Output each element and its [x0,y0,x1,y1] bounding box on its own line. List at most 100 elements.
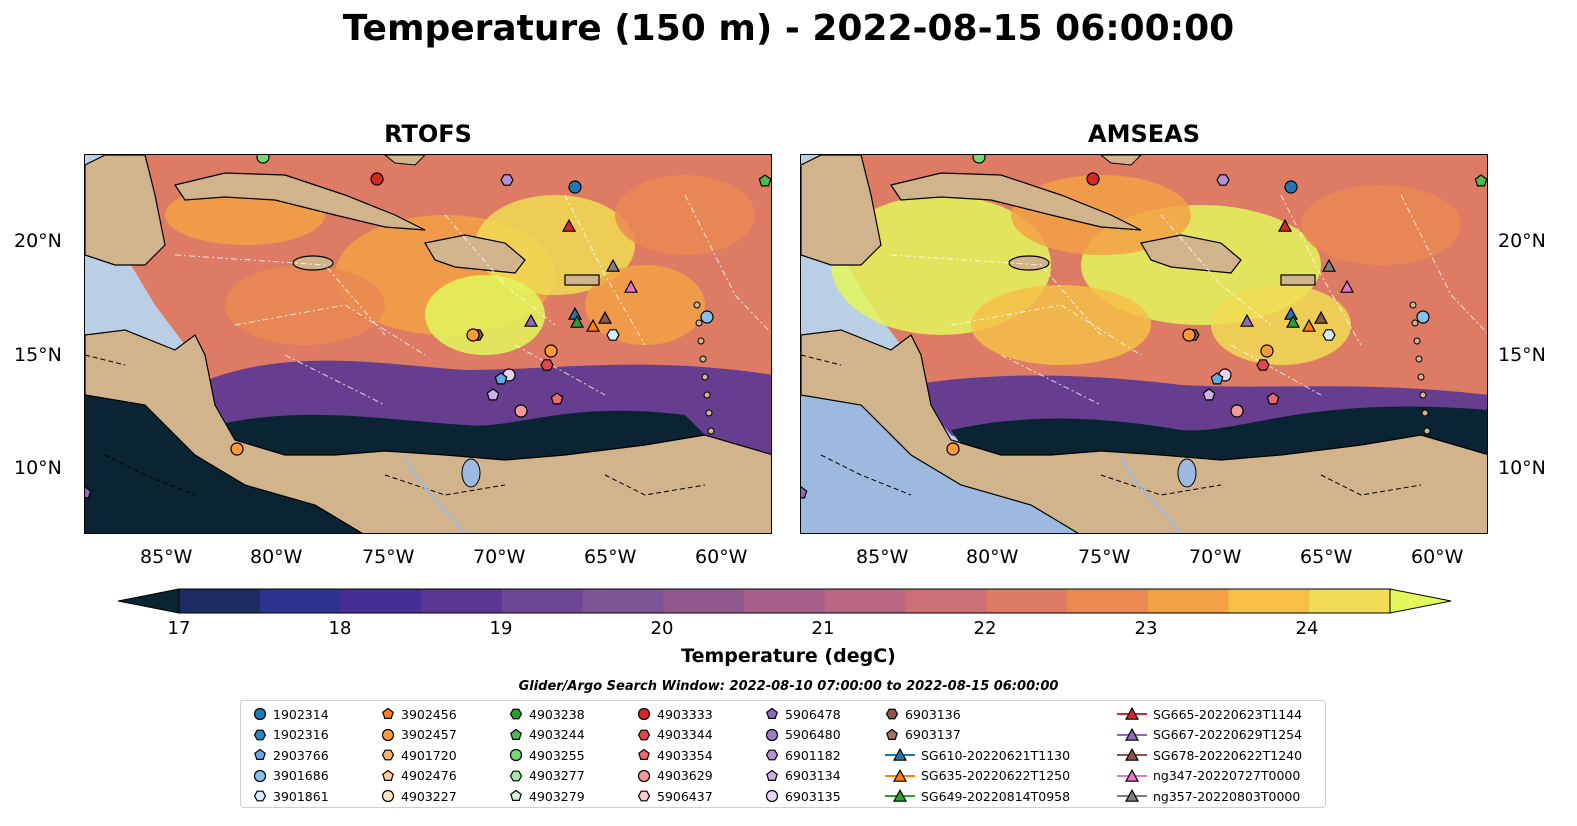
float-marker-icon [85,486,92,499]
map-panel-rtofs[interactable] [84,154,772,534]
river [404,454,465,533]
lesser-antilles-island [1415,355,1423,363]
legend-marker-icon [765,790,779,803]
legend-marker-icon [381,728,395,741]
legend-item: ng347-20220727T0000 [1117,766,1300,786]
lat-label-left-20: 20°N [14,230,62,252]
legend-triangle-icon [1124,706,1140,720]
legend-marker-icon [253,769,267,782]
warm-eddy [971,285,1151,365]
float-marker-icon [466,328,480,342]
colorbar-tick: 22 [973,618,997,639]
float-marker-icon [230,442,244,456]
triangle-marker-icon [885,789,915,803]
legend-item: 2903766 [253,745,329,765]
float-marker-icon [1230,404,1244,418]
float-marker-icon [1182,328,1196,342]
legend-item-label: 4903629 [657,768,713,784]
colorbar-segment [501,589,584,613]
map-panel-amseas[interactable] [800,154,1488,534]
lesser-antilles-island [697,337,705,345]
float-marker-icon [623,279,639,293]
legend-item: 4903255 [509,745,585,765]
legend-triangle-icon [1124,789,1140,803]
legend-triangle-icon [892,768,908,782]
legend-item: 6901182 [765,745,841,765]
figure-title: Temperature (150 m) - 2022-08-15 06:00:0… [342,8,1235,49]
float-marker-icon [1313,310,1329,324]
yucatan-land [801,155,882,266]
legend-item: 4903344 [637,725,713,745]
legend-marker-icon [765,728,779,741]
legend-marker-icon [637,769,651,782]
warm-eddy [585,265,705,345]
float-marker-icon [606,329,620,341]
float-marker-icon [1416,310,1430,324]
lesser-antilles-island [705,409,713,417]
legend-item-label: 4903255 [529,747,585,763]
country-borders [801,354,1422,496]
lon-label-left-70: 70°W [473,546,526,568]
legend-item: 5906437 [637,786,713,806]
hexagon-marker-icon [885,708,899,720]
lesser-antilles-island [1417,373,1425,381]
lon-label-left-60: 60°W [695,546,748,568]
legend-marker-icon [510,790,522,802]
float-marker-icon [758,174,771,187]
legend-item-label: 5906437 [657,788,713,804]
warm-eddy [225,265,385,345]
legend-marker-icon [381,790,395,803]
lat-label-right-10: 10°N [1498,457,1546,479]
legend-marker-icon [637,707,651,721]
colorbar-segment [744,589,826,613]
legend-item: 5906480 [765,725,841,745]
legend-item: 4903354 [637,745,713,765]
lesser-antilles-island [703,391,711,399]
cold-upwelling-region [215,410,705,460]
legend-item: SG667-20220629T1254 [1117,725,1302,745]
lon-label-left-80: 80°W [250,546,303,568]
hexagon-marker-icon [637,729,651,740]
legend-item-label: 3901861 [273,788,329,804]
legend-item-label: 2903766 [273,747,329,763]
legend-marker-icon [382,707,394,719]
float-marker-icon [500,174,514,186]
lesser-antilles-island [1423,427,1431,435]
float-marker-icon [561,218,577,232]
float-marker-icon [1301,318,1317,332]
lon-label-right-80: 80°W [966,546,1019,568]
legend-item-label: 4903354 [657,747,713,763]
panel-title-amseas: AMSEAS [1088,120,1200,148]
legend-item-label: 1902314 [273,706,329,722]
colorbar-segment [1228,589,1310,613]
legend-marker-icon [766,707,778,719]
colorbar-segment [340,589,422,613]
legend-marker-icon [253,729,267,740]
temperature-map-rtofs [85,155,771,533]
colorbar-extend-low [118,588,180,614]
pacific-ocean [801,395,1078,533]
triangle-marker-icon [1117,727,1147,741]
legend-item: SG665-20220623T1144 [1117,704,1302,724]
pentagon-marker-icon [382,769,394,781]
colorbar-segment [259,589,342,613]
legend-item: 4903279 [509,786,585,806]
float-marker-icon [256,155,270,164]
eez-boundaries [174,194,771,406]
circle-marker-icon [381,790,395,803]
legend-item: 1902314 [253,704,329,724]
legend-marker-icon [637,790,651,802]
cuba-land [890,172,1142,231]
legend-triangle-icon [892,789,908,803]
float-marker-icon [700,310,714,324]
hexagon-marker-icon [253,729,267,740]
lesser-antilles-island [1409,301,1417,309]
pentagon-marker-icon [766,707,778,719]
colorbar-segment [582,589,664,613]
lon-label-right-75: 75°W [1078,546,1131,568]
lat-label-left-15: 15°N [14,344,62,366]
lesser-antilles-island [1421,409,1429,417]
colorbar-tick: 24 [1295,618,1319,639]
float-marker-icon [1086,172,1100,186]
float-marker-icon [1284,180,1298,194]
